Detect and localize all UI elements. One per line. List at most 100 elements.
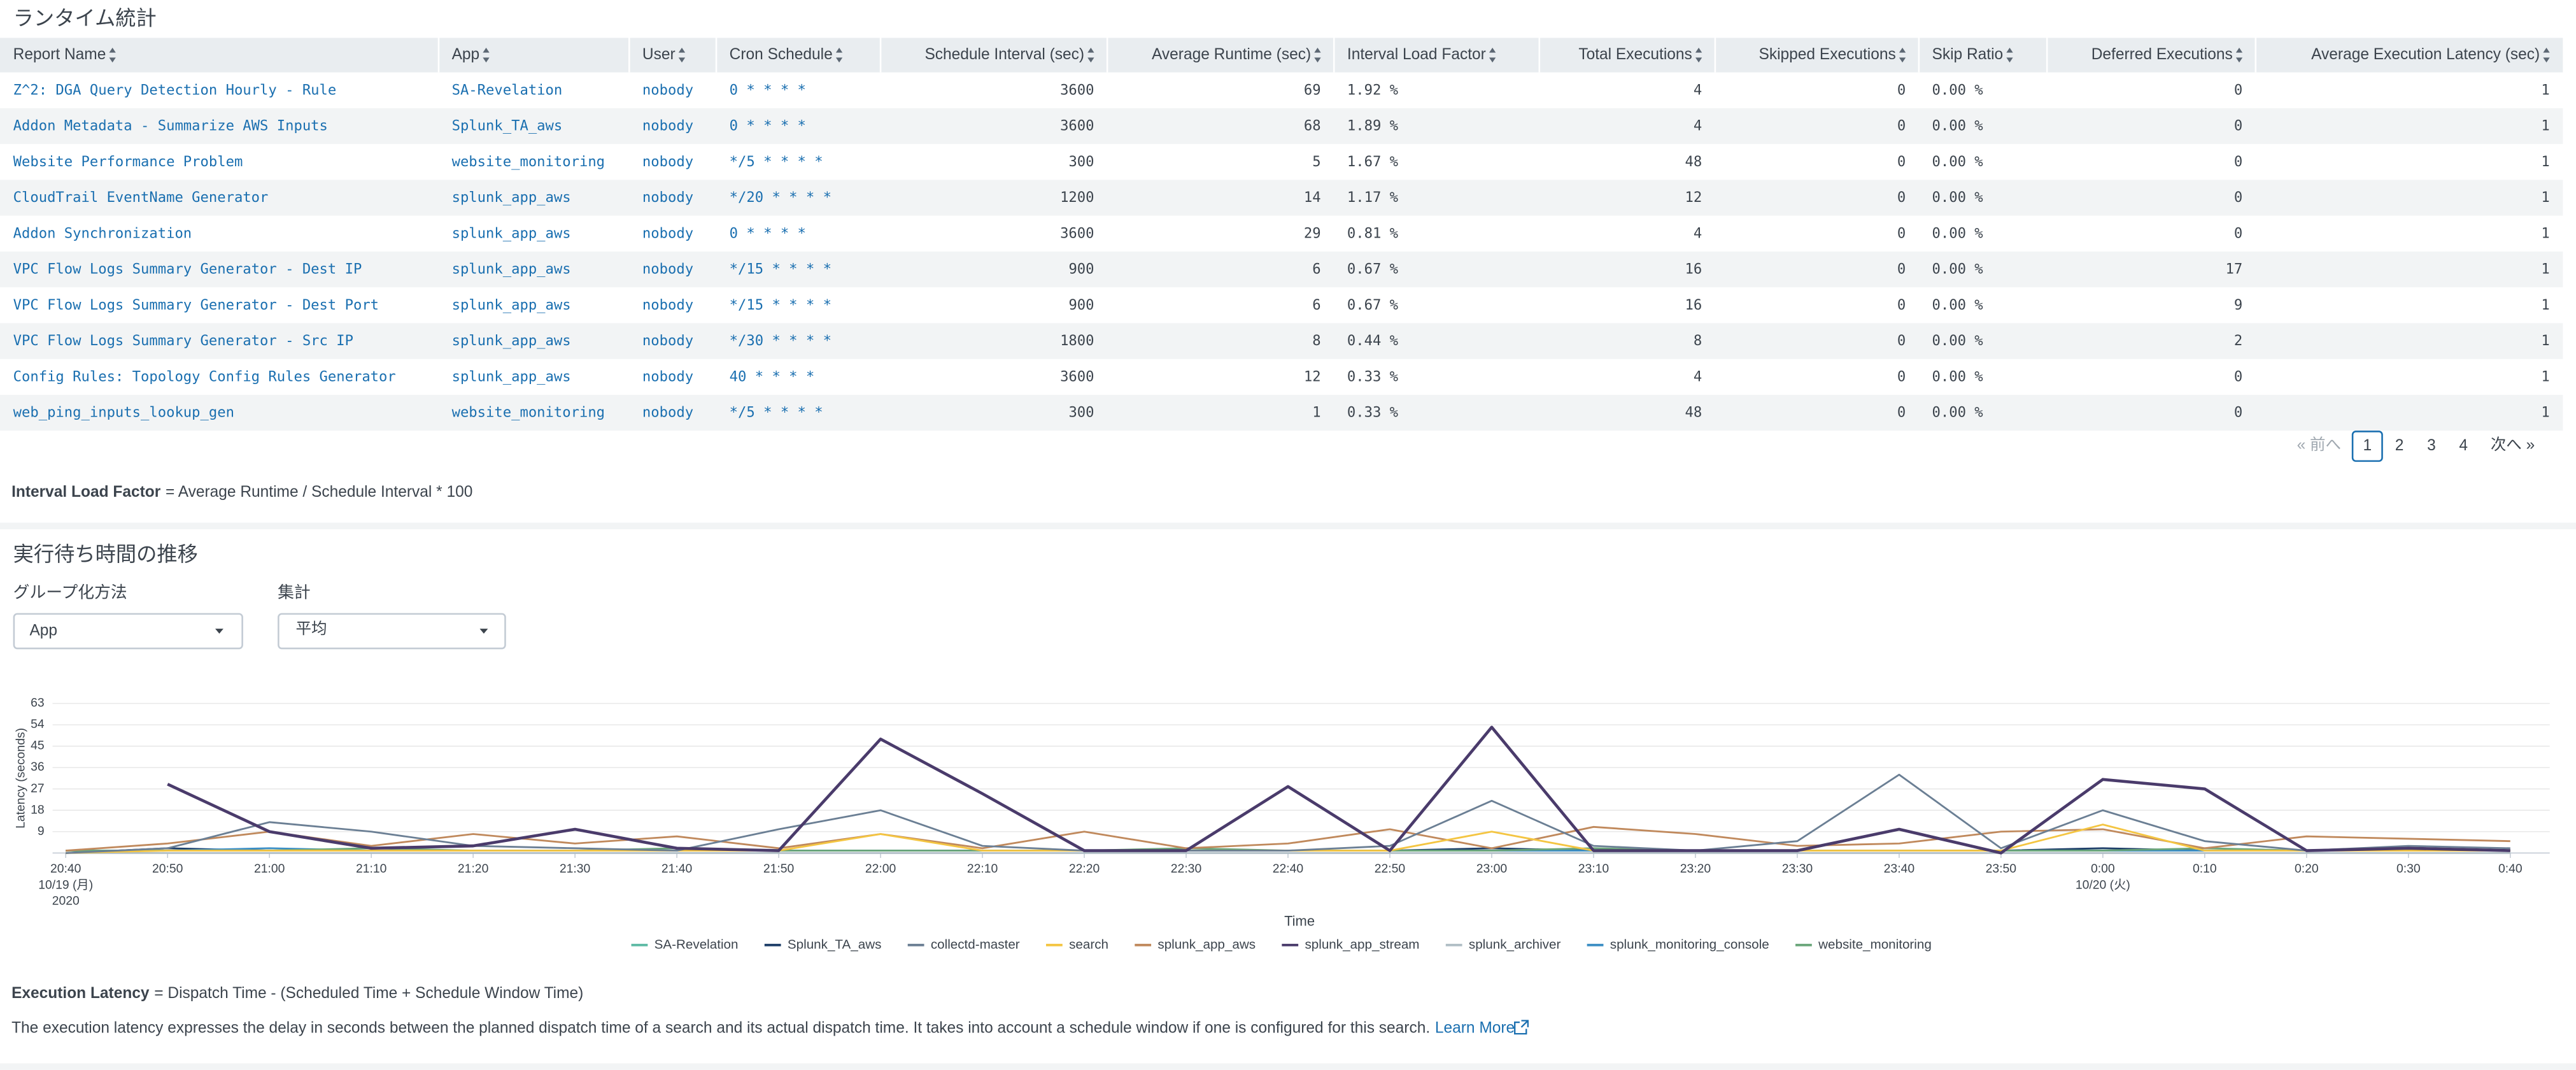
table-cell[interactable]: splunk_app_aws [452, 297, 571, 313]
table-cell[interactable]: splunk_app_aws [452, 225, 571, 241]
column-header[interactable]: Average Runtime (sec) [1152, 46, 1311, 63]
table-cell: 29 [1304, 225, 1321, 241]
table-cell[interactable]: VPC Flow Logs Summary Generator - Dest I… [13, 261, 362, 278]
table-cell[interactable]: website_monitoring [452, 153, 605, 170]
column-header[interactable]: App [452, 46, 480, 63]
pagination-page[interactable]: 1 [2363, 437, 2372, 454]
table-cell[interactable]: */20 * * * * [730, 189, 832, 206]
legend-item[interactable]: collectd-master [907, 937, 1020, 952]
column-header[interactable]: Average Execution Latency (sec) [2311, 46, 2540, 63]
table-cell: 0.67 % [1347, 297, 1398, 313]
legend-item[interactable]: SA-Revelation [631, 937, 739, 952]
table-cell[interactable]: splunk_app_aws [452, 261, 571, 278]
table-cell[interactable]: VPC Flow Logs Summary Generator - Src IP [13, 332, 353, 349]
legend-item[interactable]: splunk_monitoring_console [1587, 937, 1769, 952]
dropdown-box[interactable] [13, 613, 243, 650]
table-cell[interactable]: nobody [642, 297, 693, 313]
table-cell[interactable]: splunk_app_aws [452, 368, 571, 385]
table-cell: 0 [2234, 153, 2242, 170]
table-cell[interactable]: nobody [642, 82, 693, 98]
learn-more-link[interactable]: Learn More [1435, 1020, 1515, 1037]
table-cell[interactable]: nobody [642, 118, 693, 134]
legend-item[interactable]: website_monitoring [1795, 937, 1932, 952]
dropdown[interactable]: App [13, 613, 243, 650]
table-cell[interactable]: SA-Revelation [452, 82, 563, 98]
column-header[interactable]: Total Executions [1578, 46, 1692, 63]
column-header[interactable]: User [642, 46, 676, 63]
x-tick-label-line: 23:40 [1884, 862, 1914, 876]
table-cell: 1200 [1060, 189, 1094, 206]
table-cell[interactable]: nobody [642, 368, 693, 385]
table-cell[interactable]: 40 * * * * [730, 368, 815, 385]
table-cell[interactable]: splunk_app_aws [452, 189, 571, 206]
dropdown[interactable]: 平均 [278, 613, 506, 650]
table-cell: 8 [1312, 332, 1320, 349]
pagination-prev[interactable]: « 前へ [2297, 436, 2341, 453]
table-cell[interactable]: Addon Synchronization [13, 225, 192, 241]
table-cell[interactable]: nobody [642, 225, 693, 241]
table-cell: 1 [2541, 404, 2549, 421]
pagination-page[interactable]: 4 [2459, 437, 2468, 454]
external-link-icon[interactable] [1514, 1020, 1529, 1035]
table-cell[interactable]: VPC Flow Logs Summary Generator - Dest P… [13, 297, 379, 313]
legend-item[interactable]: splunk_app_aws [1135, 937, 1256, 952]
table-cell[interactable]: nobody [642, 189, 693, 206]
dropdown-value[interactable]: 平均 [295, 620, 327, 638]
column-header[interactable]: Deferred Executions [2091, 46, 2233, 63]
table-cell: 12 [1304, 368, 1321, 385]
dropdown-box[interactable] [278, 613, 506, 650]
table-cell: 1 [2541, 189, 2549, 206]
table-cell[interactable]: */30 * * * * [730, 332, 832, 349]
table-cell[interactable]: Z^2: DGA Query Detection Hourly - Rule [13, 82, 337, 98]
table-cell[interactable]: splunk_app_aws [452, 332, 571, 349]
table-cell: 0.67 % [1347, 261, 1398, 278]
formula-definition: = Dispatch Time - (Scheduled Time + Sche… [154, 985, 583, 1002]
table-cell[interactable]: web_ping_inputs_lookup_gen [13, 404, 234, 421]
column-header[interactable]: Report Name [13, 46, 106, 63]
dropdown-value[interactable]: App [29, 622, 57, 639]
table-cell[interactable]: Addon Metadata - Summarize AWS Inputs [13, 118, 328, 134]
pagination-page[interactable]: 3 [2427, 437, 2436, 454]
table-cell[interactable]: Website Performance Problem [13, 153, 243, 170]
x-axis-label: Time [1284, 913, 1315, 929]
column-header[interactable]: Skipped Executions [1759, 46, 1896, 63]
table-cell[interactable]: Splunk_TA_aws [452, 118, 563, 134]
legend-item[interactable]: Splunk_TA_aws [764, 937, 882, 952]
column-header[interactable]: Cron Schedule [730, 46, 833, 63]
table-cell[interactable]: Config Rules: Topology Config Rules Gene… [13, 368, 396, 385]
pagination: « 前へ 1 2 3 4 次へ » [2297, 431, 2535, 462]
pagination-current[interactable] [2351, 431, 2383, 462]
table-cell[interactable]: */15 * * * * [730, 297, 832, 313]
legend-item[interactable]: splunk_archiver [1445, 937, 1561, 952]
pagination-next[interactable]: 次へ » [2491, 436, 2535, 453]
table-cell[interactable]: nobody [642, 153, 693, 170]
table-cell[interactable]: 0 * * * * [730, 225, 806, 241]
legend-item[interactable]: search [1045, 937, 1108, 952]
table-cell: 1.92 % [1347, 82, 1398, 98]
y-tick-label: 36 [31, 760, 45, 774]
table-cell[interactable]: nobody [642, 404, 693, 421]
x-tick-label: 20:50 [152, 862, 183, 876]
table-cell[interactable]: */15 * * * * [730, 261, 832, 278]
table-cell[interactable]: */5 * * * * [730, 153, 823, 170]
table-cell: 0.00 % [1932, 332, 1983, 349]
legend-item[interactable]: splunk_app_stream [1282, 937, 1419, 952]
table-cell: 4 [1694, 118, 1702, 134]
column-header[interactable]: Interval Load Factor [1347, 46, 1486, 63]
pagination-page[interactable]: 2 [2395, 437, 2404, 454]
x-tick-label-line: 21:30 [560, 862, 590, 876]
table-cell: 0 [1897, 225, 1906, 241]
table-cell: 300 [1068, 153, 1094, 170]
table-cell[interactable]: 0 * * * * [730, 118, 806, 134]
column-header[interactable]: Skip Ratio [1932, 46, 2004, 63]
table-cell[interactable]: nobody [642, 332, 693, 349]
table-cell[interactable]: */5 * * * * [730, 404, 823, 421]
table-cell: 2 [2234, 332, 2242, 349]
table-cell[interactable]: nobody [642, 261, 693, 278]
table-cell[interactable]: website_monitoring [452, 404, 605, 421]
dropdown-caret [215, 629, 223, 634]
column-header[interactable]: Schedule Interval (sec) [924, 46, 1084, 63]
table-cell[interactable]: 0 * * * * [730, 82, 806, 98]
table-cell[interactable]: CloudTrail EventName Generator [13, 189, 269, 206]
